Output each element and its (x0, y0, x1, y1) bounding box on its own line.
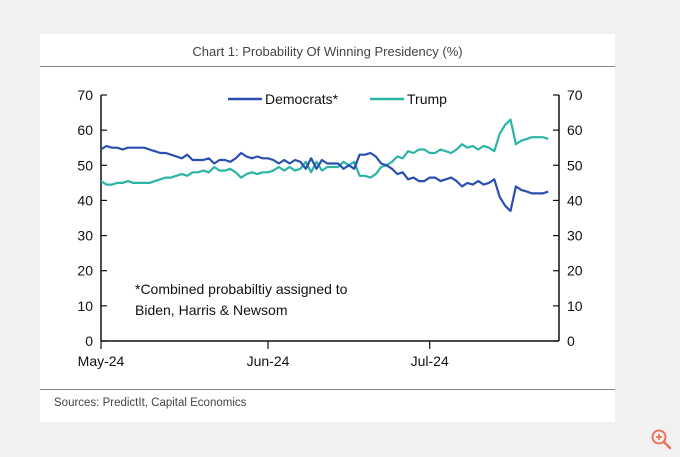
left-y-tick-label: 40 (77, 192, 93, 208)
zoom-in-icon[interactable] (650, 428, 672, 450)
axes: 0 0 10 10 20 20 30 30 40 40 50 50 60 60 70 70 May-24 Jun-… (77, 87, 582, 369)
right-y-tick-label: 50 (567, 157, 583, 173)
left-y-tick-label: 70 (77, 87, 93, 103)
chart-card: Chart 1: Probability Of Winning Presiden… (40, 34, 615, 422)
left-y-tick-label: 30 (77, 228, 93, 244)
bottom-rule (40, 389, 615, 390)
right-y-tick-label: 30 (567, 228, 583, 244)
legend-label-trump: Trump (407, 91, 447, 107)
source-note: Sources: PredictIt, Capital Economics (54, 397, 247, 409)
series-line-democrats (100, 144, 549, 213)
annotation-line: Biden, Harris & Newsom (135, 302, 288, 318)
right-y-tick-label: 70 (567, 87, 583, 103)
right-y-tick-label: 10 (567, 298, 583, 314)
series-layer (100, 118, 549, 213)
legend-label-democrats: Democrats* (265, 91, 339, 107)
right-y-tick-label: 0 (567, 333, 575, 349)
left-y-tick-label: 50 (77, 157, 93, 173)
annotation-line: *Combined probabiltiy assigned to (135, 281, 348, 297)
right-y-tick-label: 60 (567, 122, 583, 138)
annotation: *Combined probabiltiy assigned to Biden, … (135, 281, 348, 318)
right-y-tick-label: 20 (567, 263, 583, 279)
left-y-tick-label: 10 (77, 298, 93, 314)
line-chart: 0 0 10 10 20 20 30 30 40 40 50 50 60 60 70 70 May-24 Jun-… (77, 87, 582, 369)
top-rule (40, 66, 615, 67)
x-tick-label: Jun-24 (247, 353, 290, 369)
legend: Democrats* Trump (228, 91, 447, 107)
series-line-trump (100, 118, 549, 186)
left-y-tick-label: 20 (77, 263, 93, 279)
chart-title: Chart 1: Probability Of Winning Presiden… (192, 44, 463, 59)
left-y-tick-label: 0 (85, 333, 93, 349)
x-tick-label: Jul-24 (411, 353, 449, 369)
x-tick-label: May-24 (78, 353, 125, 369)
left-y-tick-label: 60 (77, 122, 93, 138)
right-y-tick-label: 40 (567, 192, 583, 208)
